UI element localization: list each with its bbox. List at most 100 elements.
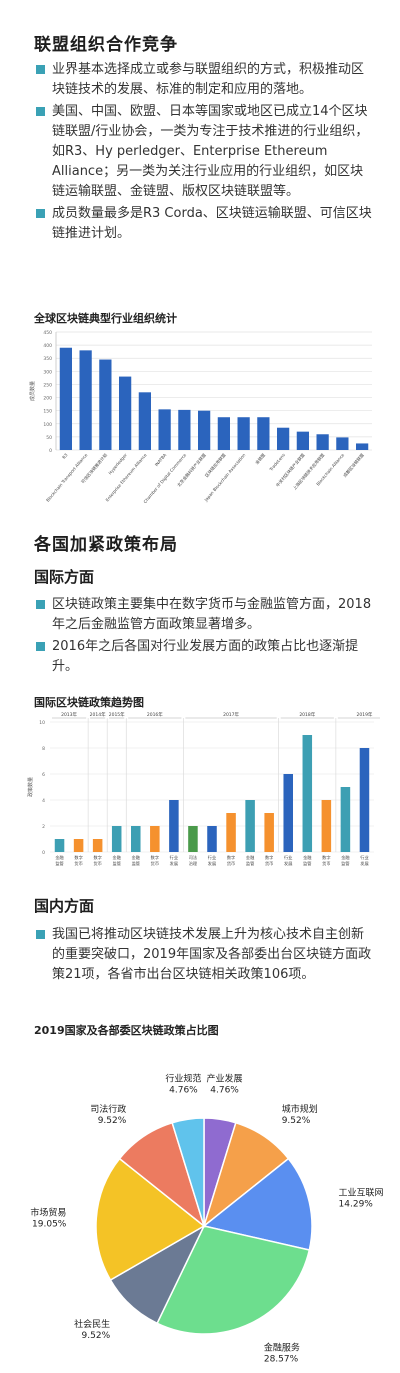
y-tick-label: 50 (46, 435, 52, 441)
list-item: 成员数量最多是R3 Corda、区块链运输联盟、可信区块链推进计划。 (34, 204, 374, 244)
bar (226, 813, 236, 852)
bar (257, 417, 270, 450)
list-item: 2016年之后各国对行业发展方面的政策占比也逐渐提升。 (34, 637, 374, 677)
pie-label: 工业互联网 (339, 1187, 384, 1198)
x-tick-label: 货币 (322, 860, 330, 867)
bar (283, 774, 293, 852)
bullet-square-icon (36, 209, 45, 218)
year-label: 2014年 (90, 712, 106, 718)
x-tick-label: 金融 (132, 854, 141, 861)
bar (237, 417, 250, 450)
list-item: 我国已将推动区块链技术发展上升为核心技术自主创新的重要突破口，2019年国家及各… (34, 925, 374, 985)
bar (316, 434, 329, 450)
y-tick-label: 0 (42, 850, 45, 856)
pie-value-label: 9.52% (98, 1116, 127, 1126)
section-title-policy: 各国加紧政策布局 (34, 535, 178, 555)
bar (188, 826, 198, 852)
bullet-square-icon (36, 107, 45, 116)
year-label: 2016年 (147, 712, 163, 718)
bullet-text: 成员数量最多是R3 Corda、区块链运输联盟、可信区块链推进计划。 (52, 206, 372, 241)
bar (321, 800, 332, 852)
list-item: 区块链政策主要集中在数字货币与金融监管方面，2018年之后金融监管方面政策显著增… (34, 595, 374, 635)
x-tick-label: 金融 (113, 854, 122, 861)
x-tick-label: 数字 (265, 854, 273, 861)
year-label: 2015年 (109, 712, 125, 718)
bar (340, 787, 351, 852)
bar (111, 826, 122, 852)
pie-value-label: 19.05% (32, 1220, 67, 1230)
y-axis-label: 政策数量 (27, 777, 34, 797)
x-tick-label: 金融 (55, 854, 64, 861)
x-tick-label: 监管 (132, 860, 140, 867)
y-tick-label: 150 (43, 409, 52, 415)
bar (158, 409, 171, 450)
pie-value-label: 4.76% (210, 1086, 239, 1096)
chart-title-intl-trend: 国际区块链政策趋势图 (34, 696, 144, 709)
bullet-text: 我国已将推动区块链技术发展上升为核心技术自主创新的重要突破口，2019年国家及各… (52, 927, 372, 982)
bullet-square-icon (36, 930, 45, 939)
chart-title-pie: 2019国家及各部委区块链政策占比图 (34, 1024, 219, 1037)
list-item: 美国、中国、欧盟、日本等国家或地区已成立14个区块链联盟/行业协会，一类为专注于… (34, 102, 374, 202)
bar (217, 417, 230, 450)
bar (277, 427, 290, 450)
bullet-text: 业界基本选择成立或参与联盟组织的方式，积极推动区块链技术的发展、标准的制定和应用… (52, 62, 365, 97)
pie-slice (156, 1225, 311, 1335)
x-tick-label: 监管 (341, 860, 349, 867)
x-tick-label: 监管 (246, 860, 254, 867)
pie-slice (171, 1117, 205, 1227)
pie-label: 司法行政 (90, 1103, 126, 1115)
global-orgs-bar-chart: 050100150200250300350400450成员数量R3Blockch… (29, 330, 372, 504)
y-tick-label: 350 (43, 356, 52, 362)
x-tick-label: 金融 (341, 854, 350, 861)
bar (73, 839, 84, 852)
bullet-text: 区块链政策主要集中在数字货币与金融监管方面，2018年之后金融监管方面政策显著增… (52, 597, 372, 632)
x-tick-label: 金链盟 (253, 452, 266, 466)
intl-bullet-list: 区块链政策主要集中在数字货币与金融监管方面，2018年之后金融监管方面政策显著增… (34, 595, 374, 679)
x-tick-label: 行业 (360, 854, 368, 861)
x-tick-label: 治理 (189, 860, 198, 867)
pie-label: 城市规划 (282, 1103, 318, 1115)
y-tick-label: 0 (49, 448, 52, 454)
pie-value-label: 9.52% (82, 1331, 111, 1341)
x-tick-label: 行业 (284, 854, 292, 861)
y-tick-label: 10 (39, 720, 45, 726)
x-tick-label: 数字 (151, 854, 159, 861)
bullet-text: 2016年之后各国对行业发展方面的政策占比也逐渐提升。 (52, 639, 359, 674)
x-tick-label: R3 (61, 452, 69, 460)
year-label: 2019年 (356, 712, 372, 718)
pie-slice (95, 1157, 206, 1282)
bar (207, 826, 217, 852)
x-tick-label: Japan Blockchain Association (203, 452, 247, 503)
intl-policy-trend-chart: 0 2 4 6 8 10 政策数量 2013年 2014年 2015年 2016年 2017年 2018… (27, 712, 380, 867)
policy-share-pie-chart: 产业发展4.76%城市规划9.52%工业互联网14.29%金融服务28.57%社… (30, 1073, 384, 1365)
x-tick-label: Enterprise Ethereum Alliance (105, 452, 148, 502)
bar (150, 826, 160, 852)
bar (169, 800, 179, 852)
y-tick-label: 400 (43, 343, 52, 349)
year-label: 2018年 (299, 712, 315, 718)
x-tick-label: 金融 (246, 854, 255, 861)
bar (92, 839, 103, 852)
bar (359, 748, 370, 852)
subsection-title-intl: 国际方面 (34, 568, 95, 586)
x-tick-label: 发展 (208, 860, 217, 867)
y-tick-label: 300 (43, 369, 52, 375)
pie-label: 社会民生 (74, 1318, 110, 1330)
pie-label: 市场贸易 (30, 1207, 66, 1219)
list-item: 业界基本选择成立或参与联盟组织的方式，积极推动区块链技术的发展、标准的制定和应用… (34, 60, 374, 100)
x-tick-label: 数字 (74, 854, 82, 861)
y-tick-label: 450 (43, 330, 52, 336)
x-tick-label: 货币 (227, 860, 235, 867)
x-tick-label: TradeLens (268, 452, 286, 472)
x-tick-label: 行业 (208, 854, 216, 861)
bullet-square-icon (36, 600, 45, 609)
x-tick-label: 数字 (227, 854, 235, 861)
pie-label: 产业发展 (207, 1073, 243, 1085)
x-tick-label: 货币 (93, 860, 101, 867)
bar (302, 735, 313, 852)
pie-slice (202, 1157, 313, 1251)
x-tick-label: 货币 (151, 860, 159, 867)
x-tick-label: 司法 (189, 854, 197, 861)
domestic-bullet-list: 我国已将推动区块链技术发展上升为核心技术自主创新的重要突破口，2019年国家及各… (34, 925, 374, 987)
bar (59, 347, 72, 450)
